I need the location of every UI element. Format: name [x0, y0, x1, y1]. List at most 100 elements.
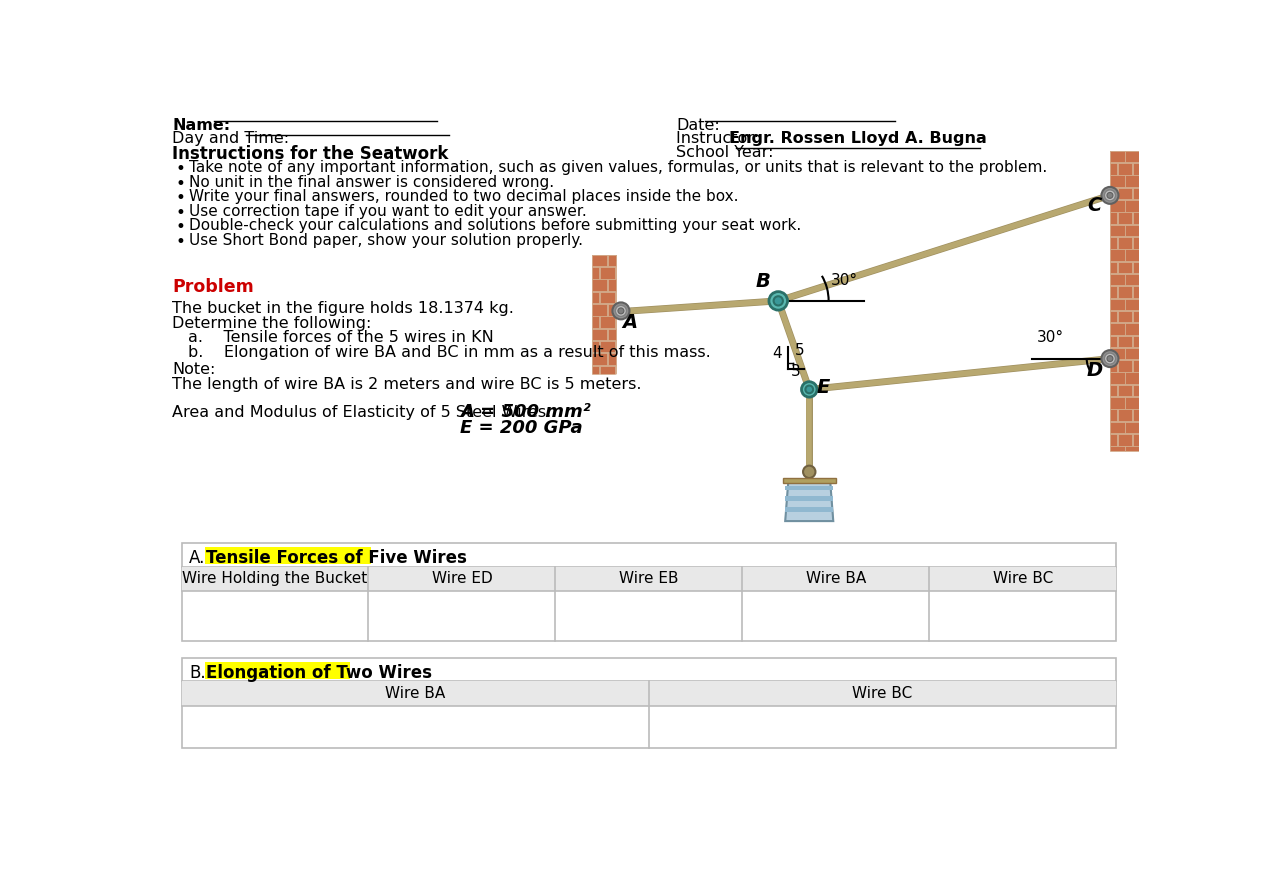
Bar — [1110, 287, 1117, 298]
Bar — [1133, 385, 1138, 396]
Bar — [592, 292, 599, 303]
Circle shape — [801, 381, 817, 397]
Bar — [785, 496, 833, 501]
Bar — [1118, 213, 1132, 224]
Bar — [1118, 434, 1132, 446]
Text: 30°: 30° — [830, 273, 858, 288]
Text: Wire BC: Wire BC — [993, 571, 1053, 586]
Text: Use correction tape if you want to edit your answer.: Use correction tape if you want to edit … — [189, 204, 587, 219]
Bar — [1110, 397, 1124, 408]
Bar — [592, 341, 599, 353]
Circle shape — [1104, 353, 1115, 364]
Bar — [1125, 373, 1138, 384]
Bar — [181, 658, 1117, 748]
Bar — [1133, 434, 1138, 446]
Bar — [1118, 311, 1132, 322]
Bar — [1110, 323, 1124, 334]
Bar — [1118, 187, 1132, 199]
Bar — [1110, 273, 1124, 286]
Bar — [608, 254, 617, 267]
Bar — [1125, 175, 1138, 187]
Bar — [600, 267, 615, 279]
Text: •: • — [175, 174, 185, 192]
Bar — [592, 366, 599, 374]
Text: A: A — [622, 313, 637, 332]
Bar — [1125, 249, 1138, 260]
Text: b.    Elongation of wire BA and BC in mm as a result of this mass.: b. Elongation of wire BA and BC in mm as… — [187, 345, 710, 360]
Text: Wire EB: Wire EB — [619, 571, 679, 586]
Bar — [617, 307, 630, 314]
Text: Elongation of Two Wires: Elongation of Two Wires — [206, 664, 432, 681]
Bar — [782, 478, 836, 483]
Bar — [592, 267, 599, 279]
Text: Wire Holding the Bucket: Wire Holding the Bucket — [182, 571, 367, 586]
Text: Double-check your calculations and solutions before submitting your seat work.: Double-check your calculations and solut… — [189, 219, 801, 233]
Circle shape — [803, 466, 815, 478]
Bar — [1125, 151, 1138, 162]
Circle shape — [1106, 355, 1113, 361]
Bar — [1110, 175, 1124, 187]
Text: 30°: 30° — [1037, 330, 1063, 345]
Text: B: B — [756, 272, 770, 291]
Bar — [205, 547, 371, 564]
Circle shape — [1101, 350, 1118, 367]
Bar — [600, 341, 615, 353]
Bar — [600, 316, 615, 327]
Text: Wire BA: Wire BA — [805, 571, 866, 586]
Text: Name:: Name: — [172, 118, 230, 132]
Bar — [1110, 299, 1124, 310]
Bar — [1133, 335, 1138, 347]
Bar — [1110, 163, 1117, 174]
Bar — [592, 354, 606, 365]
Text: •: • — [175, 189, 185, 207]
Bar — [592, 328, 606, 341]
Bar — [1125, 422, 1138, 433]
Circle shape — [613, 302, 629, 320]
Bar — [608, 328, 617, 341]
Text: E: E — [817, 378, 830, 397]
Bar — [785, 486, 833, 490]
Text: a.    Tensile forces of the 5 wires in KN: a. Tensile forces of the 5 wires in KN — [187, 330, 494, 345]
Bar — [181, 681, 1117, 706]
Bar — [1133, 187, 1138, 199]
Bar — [1133, 213, 1138, 224]
Circle shape — [768, 292, 787, 310]
Bar — [1110, 249, 1124, 260]
Text: Problem: Problem — [172, 278, 254, 296]
Text: B.: B. — [189, 664, 206, 681]
Text: Instructions for the Seatwork: Instructions for the Seatwork — [172, 145, 448, 164]
Text: •: • — [175, 204, 185, 222]
Bar — [1118, 261, 1132, 273]
Bar — [1118, 385, 1132, 396]
Bar — [592, 280, 606, 291]
Text: School Year:: School Year: — [676, 145, 774, 160]
Circle shape — [1106, 192, 1113, 199]
Bar — [1110, 151, 1139, 451]
Text: The bucket in the figure holds 18.1374 kg.: The bucket in the figure holds 18.1374 k… — [172, 300, 514, 316]
Bar — [1133, 163, 1138, 174]
Bar — [592, 316, 599, 327]
Text: D: D — [1086, 361, 1103, 380]
Text: •: • — [175, 219, 185, 237]
Bar — [1125, 200, 1138, 212]
Bar — [1125, 323, 1138, 334]
Bar — [205, 662, 351, 679]
Text: Write your final answers, rounded to two decimal places inside the box.: Write your final answers, rounded to two… — [189, 189, 739, 204]
Bar — [1110, 361, 1117, 372]
Bar — [1110, 373, 1124, 384]
Bar — [1110, 434, 1117, 446]
Bar — [1110, 151, 1124, 162]
Bar — [1133, 287, 1138, 298]
Bar — [1125, 447, 1138, 451]
Bar — [1125, 273, 1138, 286]
Bar — [1110, 409, 1117, 421]
Bar — [608, 354, 617, 365]
Bar — [181, 544, 1117, 641]
Circle shape — [615, 306, 627, 316]
Bar — [608, 304, 617, 315]
Text: Wire BC: Wire BC — [852, 686, 913, 701]
Bar — [1118, 237, 1132, 248]
Bar — [1110, 447, 1124, 451]
Bar — [1110, 311, 1117, 322]
Bar — [1133, 409, 1138, 421]
